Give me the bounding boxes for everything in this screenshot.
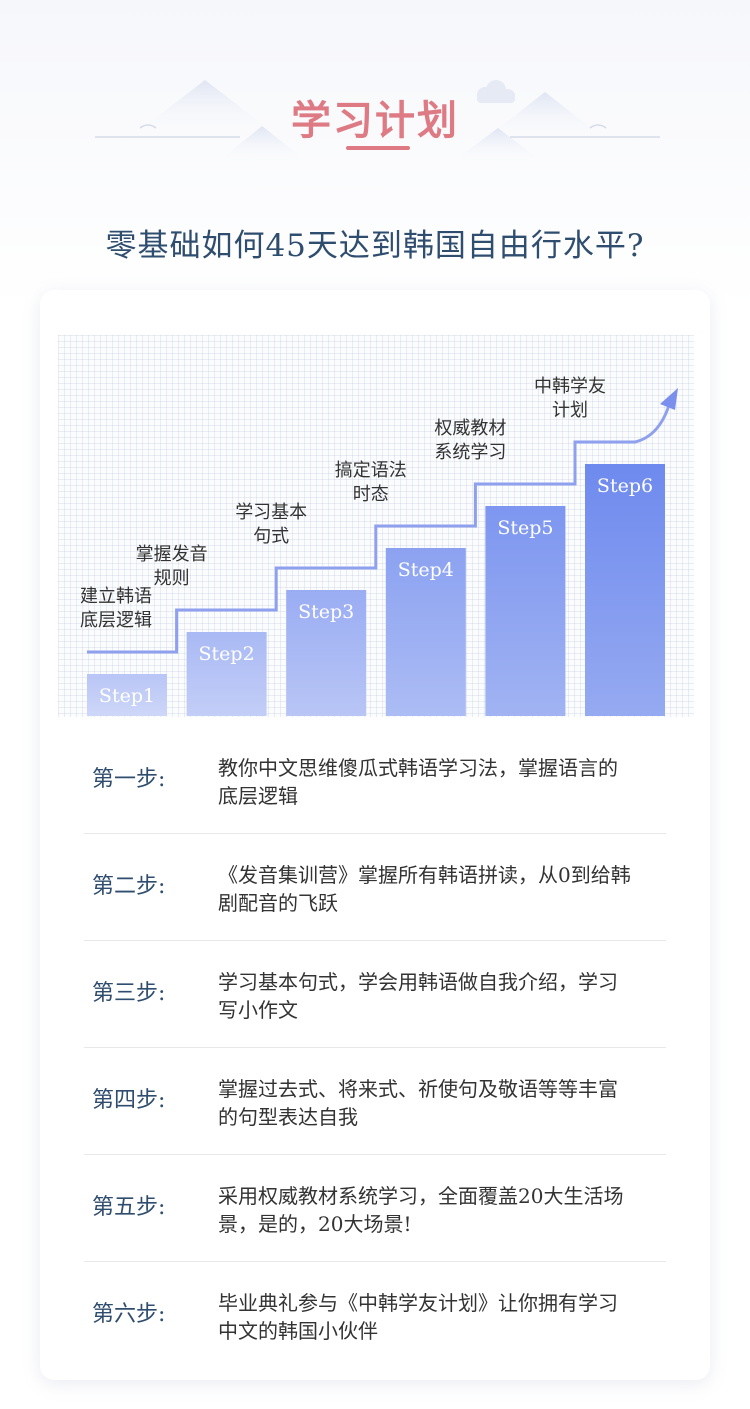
step-description-line: 景，是的，20大场景! xyxy=(218,1212,412,1236)
step-description-line: 的句型表达自我 xyxy=(218,1105,358,1129)
step-description-line: 剧配音的飞跃 xyxy=(218,891,338,915)
bar-step3 xyxy=(286,590,367,716)
step-description-line: 采用权威教材系统学习，全面覆盖20大生活场 xyxy=(218,1184,624,1208)
bar-step1 xyxy=(87,674,167,716)
arrow-head-icon xyxy=(660,388,678,410)
step-chart: Step1 Step2 Step3 Step4 Step5 Step6 建立韩语底层逻辑 掌握… xyxy=(58,335,694,717)
step-row: 第三步: 学习基本句式，学会用韩语做自我介绍，学习 写小作文 xyxy=(84,941,666,1048)
step-description-line: 毕业典礼参与《中韩学友计划》让你拥有学习 xyxy=(218,1291,618,1315)
step-caption: 计划 xyxy=(552,400,588,421)
step-description-line: 掌握过去式、将来式、祈使句及敬语等等丰富 xyxy=(218,1077,618,1101)
progress-arrow-line xyxy=(87,401,672,654)
step-caption: 权威教材 xyxy=(434,418,506,439)
step-caption: 底层逻辑 xyxy=(80,610,152,631)
step-caption: 时态 xyxy=(353,484,389,505)
step-label: 第一步: xyxy=(92,767,166,792)
step-description: 教你中文思维傻瓜式韩语学习法，掌握语言的 底层逻辑 xyxy=(218,754,668,810)
bar-label: Step6 xyxy=(597,475,653,497)
step-description: 采用权威教材系统学习，全面覆盖20大生活场 景，是的，20大场景! xyxy=(218,1182,668,1238)
step-caption: 搞定语法 xyxy=(335,460,407,481)
bar-label: Step3 xyxy=(298,601,354,623)
step-label: 第三步: xyxy=(92,981,166,1006)
page-subtitle: 零基础如何45天达到韩国自由行水平? xyxy=(105,228,645,264)
step-description-line: 学习基本句式，学会用韩语做自我介绍，学习 xyxy=(218,970,618,994)
bar-label: Step5 xyxy=(497,517,553,539)
step-label: 第四步: xyxy=(92,1088,166,1113)
bar-step6 xyxy=(585,464,665,716)
step-row: 第六步: 毕业典礼参与《中韩学友计划》让你拥有学习 中文的韩国小伙伴 xyxy=(84,1262,666,1368)
step-caption: 学习基本 xyxy=(235,502,307,523)
step-description-line: 教你中文思维傻瓜式韩语学习法，掌握语言的 xyxy=(218,756,618,780)
step-caption: 系统学习 xyxy=(434,442,506,463)
step-caption: 掌握发音 xyxy=(136,544,208,565)
page-title: 学习计划 xyxy=(291,98,459,144)
step-description-line: 中文的韩国小伙伴 xyxy=(218,1319,378,1343)
bar-label: Step4 xyxy=(398,559,454,581)
mountain-cloud-decoration xyxy=(95,80,660,160)
step-row: 第四步: 掌握过去式、将来式、祈使句及敬语等等丰富 的句型表达自我 xyxy=(84,1048,666,1155)
step-description-line: 写小作文 xyxy=(218,998,298,1022)
step-caption: 句式 xyxy=(253,526,289,547)
bar-label: Step1 xyxy=(99,685,155,707)
step-description: 《发音集训营》掌握所有韩语拼读，从0到给韩 剧配音的飞跃 xyxy=(218,861,668,917)
step-description: 毕业典礼参与《中韩学友计划》让你拥有学习 中文的韩国小伙伴 xyxy=(218,1289,668,1345)
step-description-line: 底层逻辑 xyxy=(218,784,298,808)
steps-list: 第一步: 教你中文思维傻瓜式韩语学习法，掌握语言的 底层逻辑第二步: 《发音集训营》掌… xyxy=(84,727,666,1368)
header-banner: 学习计划 xyxy=(0,0,750,200)
step-description: 学习基本句式，学会用韩语做自我介绍，学习 写小作文 xyxy=(218,968,668,1024)
step-row: 第五步: 采用权威教材系统学习，全面覆盖20大生活场 景，是的，20大场景! xyxy=(84,1155,666,1262)
bar-label: Step2 xyxy=(199,643,255,665)
step-label: 第二步: xyxy=(92,874,166,899)
bar-step4 xyxy=(385,548,466,716)
step-label: 第六步: xyxy=(92,1302,166,1327)
step-description-line: 《发音集训营》掌握所有韩语拼读，从0到给韩 xyxy=(218,863,631,887)
step-description: 掌握过去式、将来式、祈使句及敬语等等丰富 的句型表达自我 xyxy=(218,1075,668,1131)
bar-step5 xyxy=(485,506,566,716)
step-caption: 规则 xyxy=(154,568,190,589)
step-caption: 建立韩语 xyxy=(80,586,152,607)
step-row: 第一步: 教你中文思维傻瓜式韩语学习法，掌握语言的 底层逻辑 xyxy=(84,727,666,834)
step-label: 第五步: xyxy=(92,1195,166,1220)
bar-step2 xyxy=(186,632,267,716)
step-caption: 中韩学友 xyxy=(534,376,606,397)
title-underline xyxy=(346,146,410,150)
step-row: 第二步: 《发音集训营》掌握所有韩语拼读，从0到给韩 剧配音的飞跃 xyxy=(84,834,666,941)
